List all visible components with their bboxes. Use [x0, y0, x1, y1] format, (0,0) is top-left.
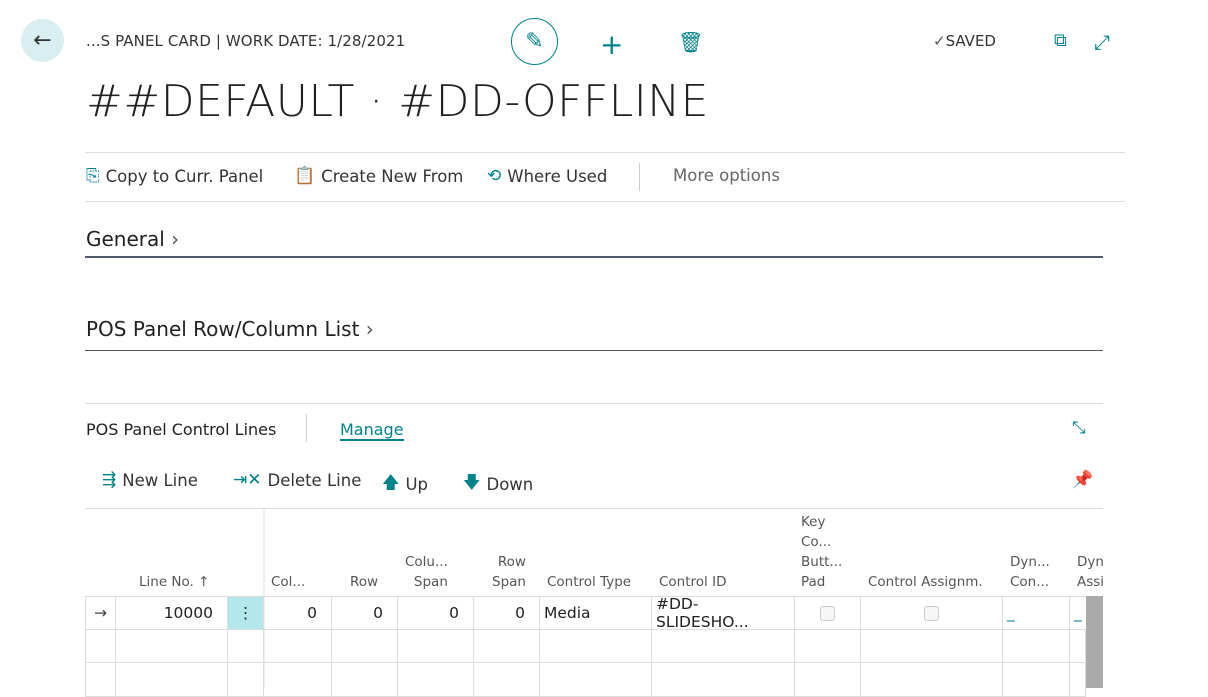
grid-cell[interactable]: [861, 663, 1003, 697]
back-button[interactable]: ←: [21, 19, 64, 62]
grid-cell[interactable]: [228, 630, 264, 663]
grid-cell[interactable]: [652, 630, 795, 663]
grid-cell[interactable]: [228, 663, 264, 697]
row-cell[interactable]: 0: [332, 596, 398, 630]
collapse-part-button[interactable]: ⤡: [1072, 418, 1086, 438]
vertical-scrollbar[interactable]: [1086, 596, 1103, 688]
grid-cell[interactable]: [1003, 630, 1070, 663]
down-button[interactable]: 🡇 Down: [463, 470, 533, 499]
grid-cell[interactable]: [116, 663, 228, 697]
general-section-header[interactable]: General ›: [86, 227, 180, 251]
grid-cell[interactable]: [116, 630, 228, 663]
copy-to-curr-panel-action[interactable]: ⎘ Copy to Curr. Panel: [86, 166, 264, 186]
collapse-icon: ⤡: [1072, 418, 1086, 438]
header-col-span[interactable]: Colu... Span: [405, 554, 448, 590]
open-new-window-icon: ⧉: [1054, 30, 1067, 51]
header-dyn-assign[interactable]: Dyn Assi: [1077, 554, 1103, 590]
up-button[interactable]: 🡅 Up: [382, 470, 428, 499]
dyn-con-checkbox[interactable]: [924, 605, 939, 621]
grid-cell[interactable]: [540, 663, 652, 697]
grid-cell[interactable]: [398, 663, 474, 697]
lines-title: POS Panel Control Lines: [86, 420, 277, 439]
clipboard-icon: 📋: [294, 166, 316, 186]
arrow-up-icon: 🡅: [382, 473, 400, 493]
control-type-cell[interactable]: Media: [540, 596, 652, 630]
grid-cell[interactable]: [861, 596, 1003, 630]
header-control-type[interactable]: Control Type: [547, 574, 632, 590]
grid-cell[interactable]: [795, 596, 861, 630]
grid-cell[interactable]: [861, 630, 1003, 663]
pencil-icon: ✎: [525, 29, 544, 54]
grid-cell[interactable]: [264, 663, 332, 697]
key-pad-checkbox[interactable]: [820, 605, 835, 621]
header-line-no[interactable]: Line No. ↑: [139, 574, 210, 590]
grid-cell[interactable]: [540, 630, 652, 663]
grid-cell[interactable]: [474, 663, 540, 697]
header-row-span[interactable]: Row Span: [492, 554, 526, 590]
new-line-icon: ⇶: [102, 470, 117, 490]
grid-cell[interactable]: [1070, 663, 1086, 697]
control-assign-cell[interactable]: _: [1003, 596, 1070, 630]
check-icon: ✓: [933, 32, 946, 50]
row-span-cell[interactable]: 0: [474, 596, 540, 630]
header-col[interactable]: Col...: [271, 574, 306, 590]
new-button[interactable]: +: [600, 28, 623, 61]
pin-icon: 📌: [1072, 470, 1094, 490]
delete-line-button[interactable]: ⇥✕ Delete Line: [233, 470, 362, 490]
saved-status: ✓SAVED: [933, 32, 996, 50]
row-menu-button[interactable]: ⋮: [228, 596, 264, 630]
grid-cell[interactable]: [332, 663, 398, 697]
where-used-action[interactable]: ⟲ Where Used: [487, 166, 608, 186]
row-indicator-arrow-icon[interactable]: →: [85, 596, 116, 630]
control-id-cell[interactable]: #DD-SLIDESHO...: [652, 595, 795, 631]
new-line-button[interactable]: ⇶ New Line: [102, 470, 198, 490]
grid-cell[interactable]: [474, 630, 540, 663]
header-control-id[interactable]: Control ID: [659, 574, 727, 590]
grid-cell[interactable]: [85, 630, 116, 663]
grid-cell[interactable]: [1003, 663, 1070, 697]
arrow-down-icon: 🡇: [463, 473, 481, 493]
trash-icon: 🗑: [678, 30, 704, 54]
expand-button[interactable]: ⤢: [1094, 30, 1110, 54]
where-used-icon: ⟲: [487, 166, 502, 186]
pin-button[interactable]: 📌: [1072, 470, 1093, 490]
col-cell[interactable]: 0: [264, 596, 332, 630]
header-row[interactable]: Row: [350, 574, 379, 590]
grid-cell[interactable]: [85, 663, 116, 697]
delete-button[interactable]: 🗑: [678, 30, 703, 54]
grid-cell[interactable]: [1070, 630, 1086, 663]
grid-cell[interactable]: [332, 630, 398, 663]
manage-tab[interactable]: Manage: [340, 420, 404, 441]
grid-cell[interactable]: [795, 663, 861, 697]
create-new-from-action[interactable]: 📋 Create New From: [294, 166, 464, 186]
grid-cell[interactable]: [795, 630, 861, 663]
grid-cell[interactable]: [652, 663, 795, 697]
header-key-pad[interactable]: Key Co... Butt... Pad: [801, 514, 843, 590]
more-options-action[interactable]: More options: [673, 166, 780, 185]
breadcrumb: ...S PANEL CARD | WORK DATE: 1/28/2021: [86, 32, 406, 50]
edit-button[interactable]: ✎: [511, 18, 558, 65]
col-span-cell[interactable]: 0: [398, 596, 474, 630]
rowcol-section-header[interactable]: POS Panel Row/Column List ›: [86, 317, 374, 341]
chevron-right-icon: ›: [359, 317, 374, 341]
line-no-cell[interactable]: 10000: [116, 596, 228, 630]
chevron-right-icon: ›: [164, 227, 180, 251]
grid-cell[interactable]: [398, 630, 474, 663]
copy-icon: ⎘: [86, 166, 100, 186]
header-control-assign[interactable]: Control Assignm.: [868, 574, 983, 590]
page-title: ##DEFAULT · #DD-OFFLINE: [86, 76, 709, 127]
grid-cell[interactable]: [264, 630, 332, 663]
delete-line-icon: ⇥✕: [233, 470, 262, 490]
expand-icon: ⤢: [1094, 30, 1110, 54]
control-lines-grid: Line No. ↑ Col... Row Colu... Span Row S…: [85, 508, 1103, 689]
plus-icon: +: [600, 28, 624, 61]
open-new-window-button[interactable]: ⧉: [1054, 30, 1067, 51]
header-dyn-con[interactable]: Dyn... Con...: [1010, 554, 1050, 590]
